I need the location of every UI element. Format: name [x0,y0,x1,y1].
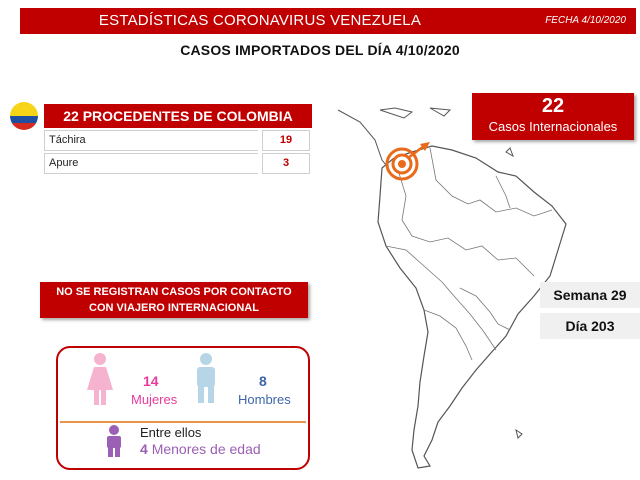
state-name: Apure [44,153,258,174]
state-count: 19 [262,130,310,151]
header-date: FECHA 4/10/2020 [545,15,626,26]
contact-notice: NO SE REGISTRAN CASOS POR CONTACTO CON V… [40,282,308,318]
minors-count: 4 [140,441,148,457]
colombia-heading: 22 PROCEDENTES DE COLOMBIA [44,104,312,128]
male-label: Hombres [238,392,291,407]
continent-outline [377,145,567,469]
country-border [459,287,511,331]
gender-breakdown-box [56,346,310,470]
male-person-icon [197,353,215,403]
origin-target-icon [385,147,419,181]
day-badge: Día 203 [540,313,640,339]
page-subtitle: CASOS IMPORTADOS DEL DÍA 4/10/2020 [180,42,460,58]
flag-blue-stripe [10,116,38,123]
table-row: Táchira 19 [44,130,312,151]
arrow-icon [407,142,430,159]
flag-yellow-stripe [10,102,38,116]
country-border [495,175,511,209]
colombia-flag-icon [10,102,38,130]
state-name: Táchira [44,130,258,151]
international-label: Casos Internacionales [488,119,618,134]
caribbean-island-outline [429,107,452,117]
colombia-table: 22 PROCEDENTES DE COLOMBIA Táchira 19 Ap… [44,104,312,174]
female-count: 14 [143,373,159,389]
week-badge: Semana 29 [540,282,640,308]
country-border [429,147,553,217]
notice-line-1: NO SE REGISTRAN CASOS POR CONTACTO [56,286,292,298]
country-border [397,169,535,277]
international-cases-box: 22 Casos Internacionales [472,93,634,140]
minors-text: 4 Menores de edad [140,441,261,457]
country-border [423,309,473,361]
header-banner: ESTADÍSTICAS CORONAVIRUS VENEZUELA FECHA… [20,8,636,34]
island-outline [505,147,514,158]
caribbean-island-outline [379,107,414,119]
female-label: Mujeres [131,392,178,407]
female-person-icon [87,353,113,405]
south-america-map [337,107,567,469]
male-count: 8 [259,373,267,389]
divider [60,421,306,423]
header-title: ESTADÍSTICAS CORONAVIRUS VENEZUELA [98,12,422,29]
table-row: Apure 3 [44,153,312,174]
island-outline [515,428,523,439]
state-count: 3 [262,153,310,174]
flag-red-stripe [10,123,38,130]
among-text: Entre ellos [140,425,202,440]
child-person-icon [107,425,121,457]
international-count: 22 [541,95,565,117]
minors-label: Menores de edad [151,441,261,457]
notice-line-2: CON VIAJERO INTERNACIONAL [89,302,259,314]
country-border [385,245,497,351]
central-america-outline [337,109,391,171]
